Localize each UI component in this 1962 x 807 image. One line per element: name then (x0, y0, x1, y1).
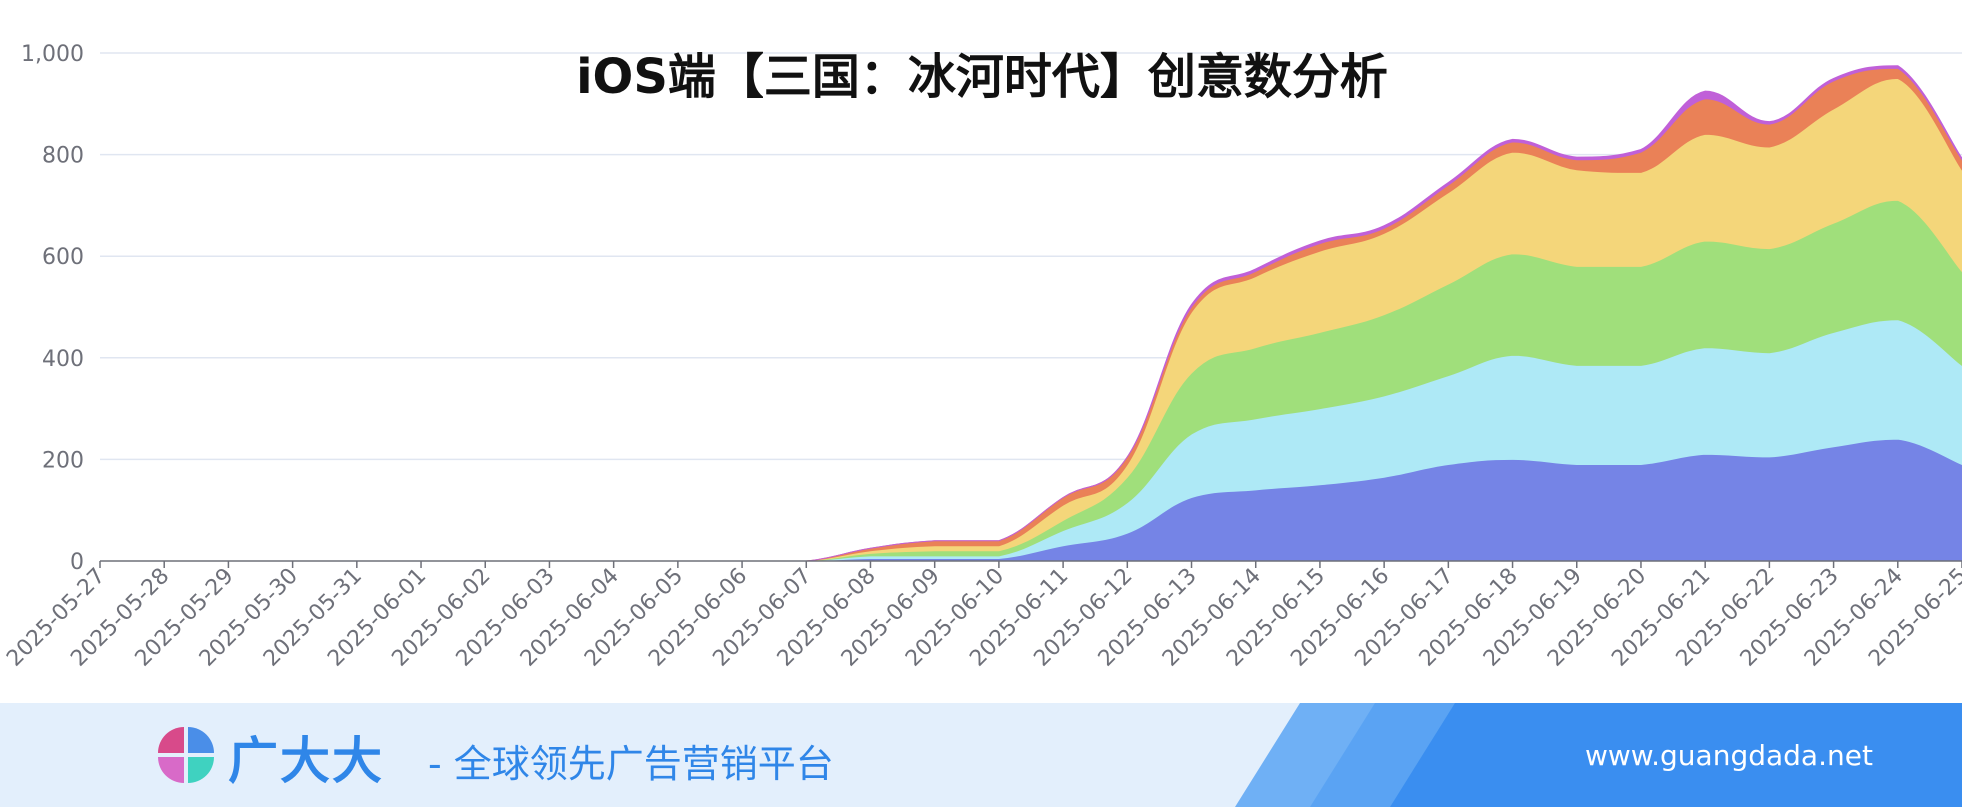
area-chart: 02004006008001,0002025-05-272025-05-2820… (2, 42, 1962, 672)
brand-tagline: - 全球领先广告营销平台 (428, 742, 834, 786)
site-url-link[interactable]: www.guangdada.net (1585, 739, 1873, 772)
footer-banner: 广大大 - 全球领先广告营销平台 www.guangdada.net (0, 703, 1962, 807)
brand-logo-icon (158, 727, 214, 783)
y-tick-label: 400 (42, 347, 84, 372)
chart-title: iOS端【三国：冰河时代】创意数分析 (576, 49, 1388, 105)
y-tick-label: 800 (42, 144, 84, 169)
y-tick-label: 200 (42, 448, 84, 473)
brand-name: 广大大 (228, 732, 384, 790)
y-tick-label: 0 (70, 550, 84, 575)
stacked-areas (100, 65, 1962, 562)
y-tick-label: 1,000 (21, 42, 84, 67)
y-tick-label: 600 (42, 245, 84, 270)
